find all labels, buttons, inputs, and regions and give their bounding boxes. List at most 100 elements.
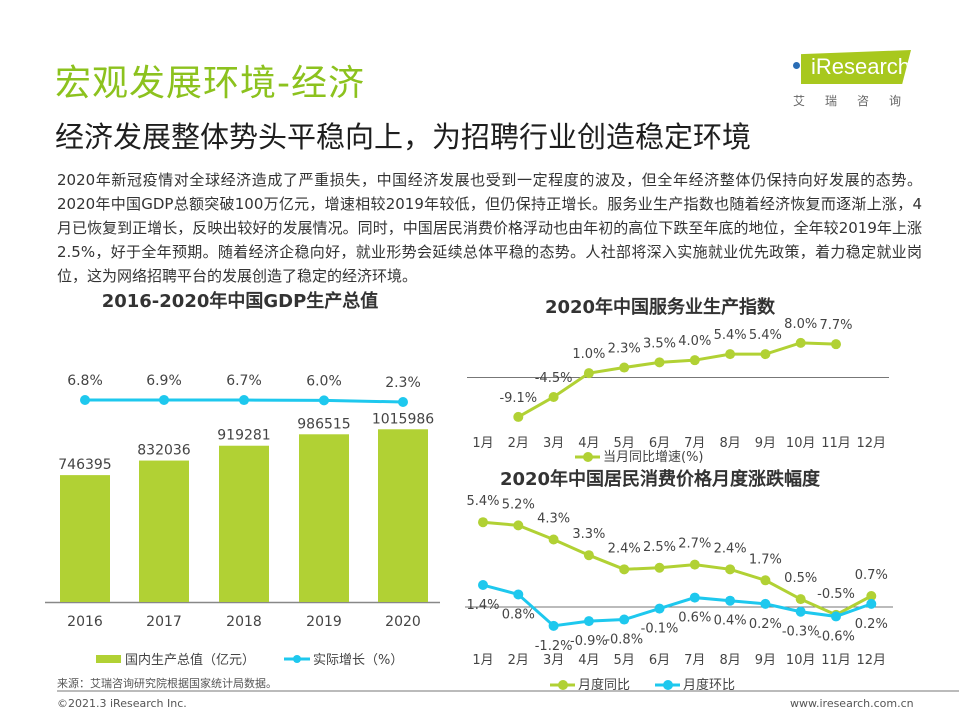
data-point	[583, 368, 594, 379]
data-label: -1.2%	[535, 639, 573, 654]
x-tick-label: 12月	[857, 436, 887, 451]
data-point	[513, 411, 524, 422]
data-point	[478, 517, 488, 528]
data-point	[725, 564, 736, 575]
x-tick-label: 1月	[472, 653, 493, 668]
x-tick-label: 2017	[146, 614, 182, 630]
data-point	[548, 534, 559, 545]
data-point	[831, 339, 841, 350]
x-tick-label: 7月	[684, 653, 705, 668]
legend-line-label: 实际增长（%）	[313, 653, 403, 668]
gdp-bar-label: 919281	[217, 428, 270, 444]
growth-point	[80, 395, 90, 405]
data-point	[619, 362, 630, 373]
data-point	[548, 391, 559, 402]
data-point	[831, 611, 841, 622]
data-label: 7.7%	[819, 318, 852, 333]
data-label: 5.4%	[749, 328, 782, 343]
data-label: -0.1%	[641, 622, 679, 637]
logo-chinese: 艾瑞咨询	[793, 94, 922, 108]
data-label: 0.4%	[714, 614, 747, 629]
source-note: 来源：艾瑞咨询研究院根据国家统计局数据。	[57, 677, 277, 690]
data-point	[795, 606, 806, 617]
data-point	[583, 616, 594, 627]
x-tick-label: 2016	[67, 614, 103, 630]
legend-line-marker	[293, 655, 301, 663]
gdp-bar	[299, 434, 349, 602]
growth-label: 6.8%	[67, 373, 103, 389]
legend-label: 月度环比	[683, 677, 735, 693]
x-tick-label: 3月	[543, 653, 564, 668]
gdp-bar-label: 986515	[297, 416, 350, 432]
data-label: -0.3%	[782, 625, 820, 640]
data-label: 0.2%	[749, 617, 782, 632]
x-tick-label: 2019	[306, 614, 342, 630]
data-label: 5.4%	[714, 328, 747, 343]
legend-label: 当月同比增速(%)	[603, 450, 704, 465]
x-tick-label: 6月	[649, 436, 670, 451]
logo-dot-icon	[793, 62, 800, 69]
iresearch-logo: iResearch 艾瑞咨询	[793, 50, 913, 112]
data-point	[689, 559, 700, 570]
data-point	[513, 520, 524, 531]
data-label: 2.5%	[643, 540, 676, 555]
x-tick-label: 10月	[786, 436, 816, 451]
data-label: 5.4%	[466, 494, 499, 509]
growth-label: 2.3%	[385, 375, 421, 391]
x-tick-label: 1月	[472, 436, 493, 451]
growth-label: 6.0%	[306, 373, 342, 389]
data-point	[619, 564, 630, 575]
logo-brand: iResearch	[811, 54, 911, 79]
footer-divider	[57, 690, 959, 692]
data-point	[654, 603, 665, 614]
gdp-bar	[139, 460, 189, 602]
data-point	[654, 357, 665, 368]
growth-point	[398, 397, 408, 408]
data-label: 1.0%	[572, 347, 605, 362]
data-point	[689, 592, 700, 603]
data-label: -4.5%	[535, 371, 573, 386]
x-tick-label: 3月	[543, 436, 564, 451]
data-label: -0.8%	[605, 633, 643, 648]
summary-paragraph: 2020年新冠疫情对全球经济造成了严重损失，中国经济发展也受到一定程度的波及，但…	[57, 171, 922, 285]
cpi-chart-title: 2020年中国居民消费价格月度涨跌幅度	[500, 468, 821, 490]
data-point	[548, 620, 559, 631]
data-point	[760, 349, 771, 360]
data-label: 2.4%	[608, 541, 641, 556]
legend-bar-label: 国内生产总值（亿元）	[125, 652, 255, 668]
series-line	[482, 520, 873, 617]
data-point	[795, 594, 806, 605]
data-label: 0.2%	[855, 617, 888, 632]
data-label: 3.3%	[572, 527, 605, 542]
data-label: 4.0%	[678, 334, 711, 349]
series-line	[482, 583, 872, 628]
x-tick-label: 9月	[755, 653, 776, 668]
x-tick-label: 2018	[226, 614, 262, 630]
data-label: 1.7%	[749, 552, 782, 567]
gdp-chart: 746395 2016 832036 2017 919281 2018 986515 2019…	[45, 373, 440, 668]
x-tick-label: 2月	[508, 653, 529, 668]
gdp-bar-label: 1015986	[372, 411, 434, 427]
data-point	[866, 598, 877, 609]
x-tick-label: 7月	[684, 436, 705, 451]
data-label: 3.5%	[643, 336, 676, 351]
data-label: 0.7%	[855, 568, 888, 583]
legend-marker	[558, 680, 568, 690]
x-tick-label: 11月	[821, 436, 851, 451]
x-tick-label: 8月	[719, 653, 740, 668]
service-chart-title: 2020年中国服务业生产指数	[545, 296, 776, 318]
data-label: 2.4%	[714, 541, 747, 556]
data-point	[725, 595, 736, 606]
growth-point	[239, 395, 249, 406]
data-point	[478, 580, 488, 591]
x-tick-label: 4月	[578, 653, 599, 668]
data-point	[513, 589, 524, 600]
gdp-chart-title: 2016-2020年中国GDP生产总值	[102, 290, 379, 312]
x-tick-label: 6月	[649, 653, 670, 668]
website-link[interactable]: www.iresearch.com.cn	[790, 697, 914, 710]
data-label: -0.6%	[817, 629, 855, 644]
gdp-bar	[60, 475, 110, 602]
data-label: 2.7%	[678, 537, 711, 552]
logo-badge: iResearch	[801, 50, 911, 84]
